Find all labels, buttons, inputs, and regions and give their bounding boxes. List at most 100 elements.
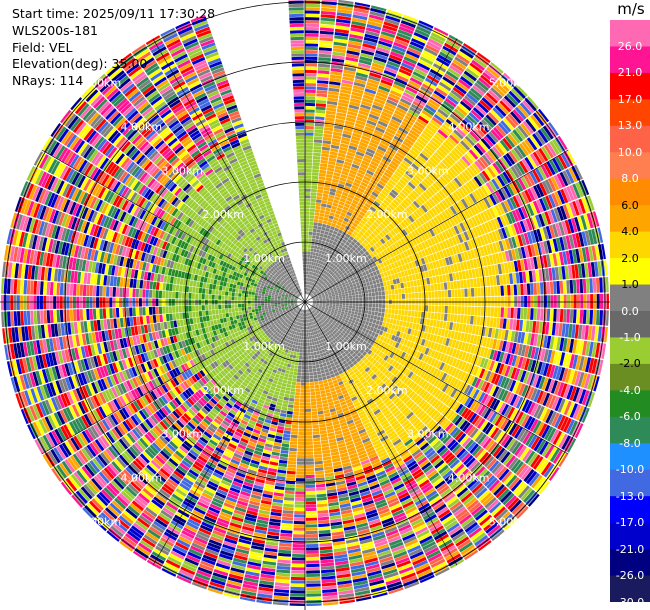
gate-cell [515, 84, 528, 97]
gate-cell [603, 260, 608, 276]
gate-cell [401, 326, 406, 333]
gate-cell [338, 149, 347, 155]
gate-cell [326, 313, 330, 316]
gate-cell [315, 290, 319, 293]
gate-cell [395, 294, 399, 300]
gate-cell [553, 207, 561, 222]
gate-cell [392, 268, 398, 274]
gate-cell [522, 320, 527, 332]
gate-cell [391, 236, 397, 244]
gate-cell [439, 344, 445, 353]
gate-cell [571, 324, 576, 339]
gate-cell [377, 43, 391, 51]
gate-cell [510, 330, 516, 342]
gate-cell [553, 281, 557, 294]
gate-cell [406, 242, 412, 249]
gate-cell [350, 286, 354, 291]
gate-cell [320, 366, 325, 371]
gate-cell [305, 208, 310, 212]
gate-cell [346, 246, 351, 251]
gate-cell [422, 223, 429, 232]
gate-cell [407, 269, 412, 276]
gate-cell [319, 166, 327, 171]
gate-cell [335, 22, 351, 27]
gate-cell [337, 156, 346, 161]
gate-cell [586, 294, 590, 309]
gate-cell [526, 172, 536, 186]
gate-cell [430, 32, 446, 42]
gate-cell [515, 396, 524, 409]
gate-cell [441, 231, 448, 240]
gate-cell [401, 189, 409, 197]
gate-cell [373, 154, 382, 162]
gate-cell [324, 279, 328, 284]
gate-cell [509, 182, 518, 195]
gate-cell [403, 353, 409, 360]
gate-cell [427, 348, 433, 357]
gate-cell [418, 345, 424, 353]
gate-cell [445, 321, 450, 330]
gate-cell [373, 188, 381, 195]
gate-cell [322, 403, 329, 408]
gate-cell [353, 314, 358, 318]
gate-cell [394, 336, 399, 342]
gate-cell [424, 291, 429, 299]
gate-cell [357, 113, 368, 120]
gate-cell [391, 189, 399, 196]
gate-cell [311, 295, 314, 298]
gate-cell [389, 54, 403, 62]
gate-cell [306, 284, 308, 288]
gate-cell [520, 176, 530, 189]
gate-cell [474, 287, 478, 297]
gate-cell [498, 77, 512, 90]
gate-cell [402, 321, 407, 327]
gate-cell [310, 278, 313, 282]
gate-cell [476, 52, 491, 64]
gate-cell [491, 206, 499, 218]
gate-cell [524, 295, 528, 308]
gate-cell [375, 248, 381, 254]
gate-cell [411, 335, 417, 343]
gate-cell [343, 278, 348, 282]
gate-cell [398, 101, 410, 109]
gate-cell [508, 211, 516, 224]
gate-cell [361, 208, 368, 214]
gate-cell [308, 244, 311, 249]
gate-cell [484, 327, 490, 337]
gate-cell [526, 333, 532, 345]
gate-cell [391, 304, 396, 309]
gate-cell [581, 231, 588, 247]
gate-cell [327, 291, 331, 294]
gate-cell [581, 263, 586, 278]
gate-cell [376, 123, 387, 131]
gate-cell [592, 277, 597, 293]
gate-cell [491, 253, 497, 265]
gate-cell [488, 180, 497, 192]
gate-cell [405, 275, 410, 282]
gate-cell [483, 94, 496, 107]
gate-cell [604, 326, 608, 343]
gate-cell [349, 303, 353, 306]
gate-cell [561, 323, 566, 337]
gate-cell [596, 293, 600, 309]
gate-cell [409, 247, 415, 255]
gate-cell [484, 370, 492, 382]
gate-cell [576, 309, 580, 324]
gate-cell [410, 268, 415, 275]
gate-cell [318, 377, 323, 382]
gate-cell [520, 246, 527, 259]
gate-cell [369, 335, 374, 341]
gate-cell [477, 102, 489, 114]
gate-cell [305, 56, 318, 60]
gate-cell [402, 219, 410, 227]
gate-cell [569, 279, 574, 294]
gate-cell [305, 109, 315, 113]
gate-cell [449, 64, 463, 76]
gate-cell [377, 216, 384, 223]
gate-cell [396, 331, 401, 337]
gate-cell [441, 211, 449, 220]
gate-cell [514, 343, 520, 355]
gate-cell [356, 233, 362, 239]
gate-cell [579, 309, 584, 324]
gate-cell [543, 335, 548, 348]
